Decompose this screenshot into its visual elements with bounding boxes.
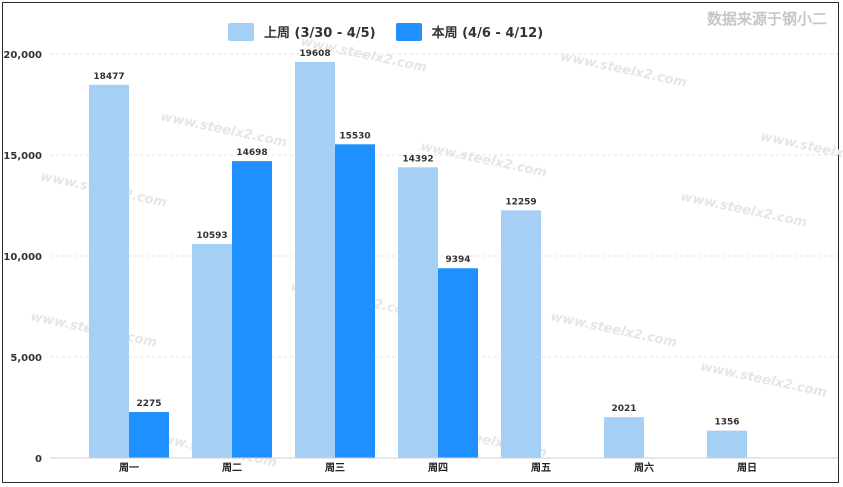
bar-this-week xyxy=(232,161,272,458)
y-tick-label: 0 xyxy=(35,454,42,465)
data-label: 2021 xyxy=(611,404,636,414)
bar-last-week xyxy=(604,417,644,458)
legend-swatch-this-week xyxy=(395,22,422,41)
y-tick-label: 5,000 xyxy=(10,353,42,364)
y-tick-label: 20,000 xyxy=(3,50,42,61)
watermark-text: www.steelx2.com xyxy=(559,49,688,90)
data-label: 19608 xyxy=(299,49,330,59)
legend: 上周 (3/30 - 4/5) 本周 (4/6 - 4/12) xyxy=(228,22,563,41)
data-label: 10593 xyxy=(196,231,227,241)
watermark-text: www.steelx2.com xyxy=(699,359,828,400)
y-tick-label: 15,000 xyxy=(3,151,42,162)
data-label: 1356 xyxy=(714,418,739,428)
bar-last-week xyxy=(192,244,232,458)
x-category-label: 周日 xyxy=(737,462,757,474)
x-category-label: 周四 xyxy=(428,462,448,474)
y-tick-label: 10,000 xyxy=(3,252,42,263)
watermark-text: www.steelx2.com xyxy=(549,309,678,350)
legend-label-this-week: 本周 (4/6 - 4/12) xyxy=(431,26,544,41)
bar-last-week xyxy=(89,84,129,459)
bar-this-week xyxy=(438,268,478,458)
x-category-label: 周五 xyxy=(531,462,551,474)
data-label: 9394 xyxy=(445,255,470,265)
data-label: 12259 xyxy=(505,197,536,207)
bar-last-week xyxy=(398,167,438,458)
watermark-text: www.steelx2.com xyxy=(679,189,808,230)
watermark-text: www.steelx2.com xyxy=(419,139,548,180)
legend-swatch-last-week xyxy=(228,22,254,41)
legend-label-last-week: 上周 (3/30 - 4/5) xyxy=(264,26,376,41)
x-category-label: 周六 xyxy=(634,461,654,474)
data-label: 14698 xyxy=(236,148,267,158)
watermark-text: www.steelx2.com xyxy=(159,109,288,150)
x-category-label: 周一 xyxy=(119,462,139,474)
legend-item-this-week[interactable]: 本周 (4/6 - 4/12) xyxy=(395,22,544,41)
bar-last-week xyxy=(501,210,541,458)
data-label: 15530 xyxy=(339,131,370,141)
data-label: 14392 xyxy=(402,154,433,164)
bar-last-week xyxy=(295,61,335,459)
bar-this-week xyxy=(129,412,169,458)
bar-this-week xyxy=(335,144,375,458)
legend-item-last-week[interactable]: 上周 (3/30 - 4/5) xyxy=(228,22,376,41)
x-category-label: 周二 xyxy=(222,462,242,474)
watermark-text: www.steelx2.com xyxy=(759,129,843,170)
data-label: 2275 xyxy=(136,399,161,409)
x-category-label: 周三 xyxy=(325,462,345,474)
data-source-note: 数据来源于钢小二 xyxy=(706,10,827,28)
data-label: 18477 xyxy=(93,72,124,82)
bar-last-week xyxy=(707,430,747,458)
